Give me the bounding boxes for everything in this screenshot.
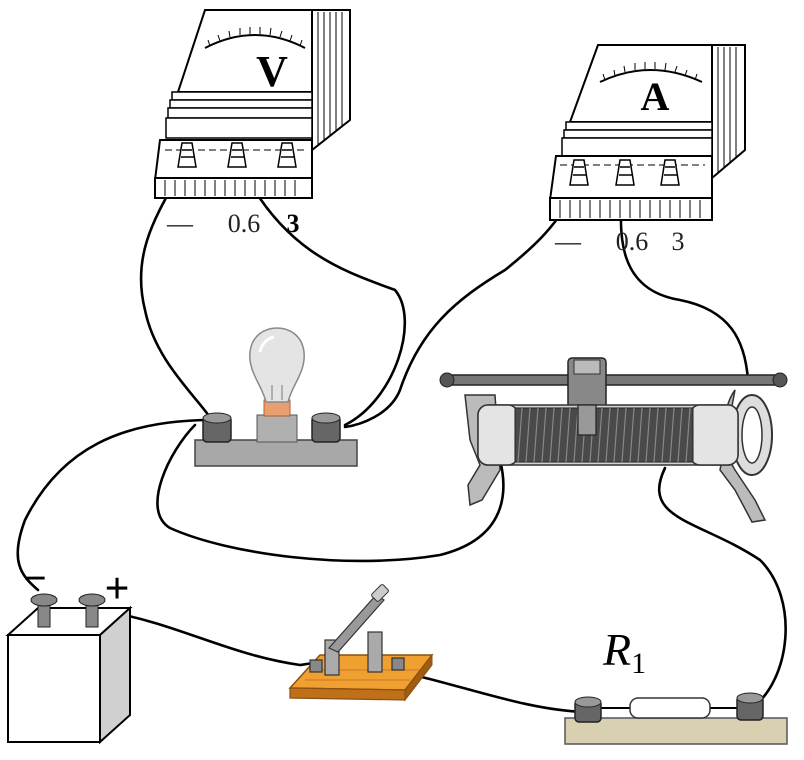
voltmeter-base-ribs bbox=[164, 180, 296, 196]
voltmeter-scale-ticks bbox=[207, 27, 303, 47]
ammeter-scale-ticks bbox=[602, 62, 698, 81]
voltmeter-scale-arc bbox=[204, 34, 306, 49]
ammeter-scale-arc bbox=[599, 69, 703, 83]
resistor-label-sub: 1 bbox=[631, 647, 646, 680]
bulb-terminals bbox=[202, 412, 341, 443]
bulb-base-board bbox=[194, 439, 358, 467]
resistor-body bbox=[629, 697, 711, 719]
wire-bulb-left-to-battery-neg bbox=[16, 418, 214, 592]
ammeter-side-ribs bbox=[717, 47, 737, 173]
resistor-label-main: R bbox=[602, 624, 631, 675]
wire-bulb-left-to-rheostat-bottom bbox=[156, 423, 505, 563]
resistor-terminals bbox=[574, 692, 764, 723]
resistor-base-board bbox=[564, 717, 788, 745]
rheostat-coil bbox=[514, 407, 694, 463]
rheostat bbox=[439, 357, 788, 523]
resistor-r1: R1 bbox=[564, 624, 788, 745]
switch-blade bbox=[328, 584, 389, 653]
ammeter-terminal-06-label: 0.6 bbox=[616, 227, 649, 256]
battery-plus-label: + bbox=[104, 564, 129, 613]
ammeter: A — 0.6 3 bbox=[548, 44, 746, 256]
voltmeter-symbol: V bbox=[256, 47, 288, 96]
voltmeter: V — 0.6 3 bbox=[153, 9, 351, 238]
wire-rheostat-right-to-resistor-right bbox=[657, 466, 787, 710]
battery-terminal-neg bbox=[30, 593, 58, 628]
voltmeter-side-ribs bbox=[317, 12, 343, 146]
ammeter-symbol: A bbox=[641, 74, 670, 119]
ammeter-base-ribs bbox=[559, 200, 701, 218]
battery-terminal-pos bbox=[78, 593, 106, 628]
knife-switch bbox=[288, 584, 434, 702]
ammeter-terminal-neg-label: — bbox=[554, 227, 582, 256]
voltmeter-terminal-neg-label: — bbox=[166, 209, 194, 238]
wire-battery-pos-to-switch bbox=[108, 610, 322, 667]
ammeter-terminal-3-label: 3 bbox=[672, 227, 685, 256]
wire-ammeter-neg-to-bulb-right bbox=[343, 178, 582, 429]
wires bbox=[16, 156, 787, 714]
wire-voltmeter-neg-to-bulb-left bbox=[139, 160, 214, 422]
ammeter-terminal-knobs bbox=[569, 159, 680, 186]
light-bulb bbox=[194, 327, 358, 467]
battery: − + bbox=[5, 556, 133, 745]
voltmeter-terminal-knobs bbox=[177, 142, 297, 168]
resistor-label: R1 bbox=[602, 624, 646, 680]
voltmeter-terminal-06-label: 0.6 bbox=[228, 209, 261, 238]
battery-minus-label: − bbox=[23, 556, 47, 602]
voltmeter-terminal-3-label: 3 bbox=[287, 209, 300, 238]
bulb-glass-icon bbox=[249, 327, 305, 403]
wire-voltmeter-06-to-bulb-right bbox=[235, 156, 407, 427]
wire-ammeter-06-to-rheostat-right bbox=[619, 170, 750, 382]
